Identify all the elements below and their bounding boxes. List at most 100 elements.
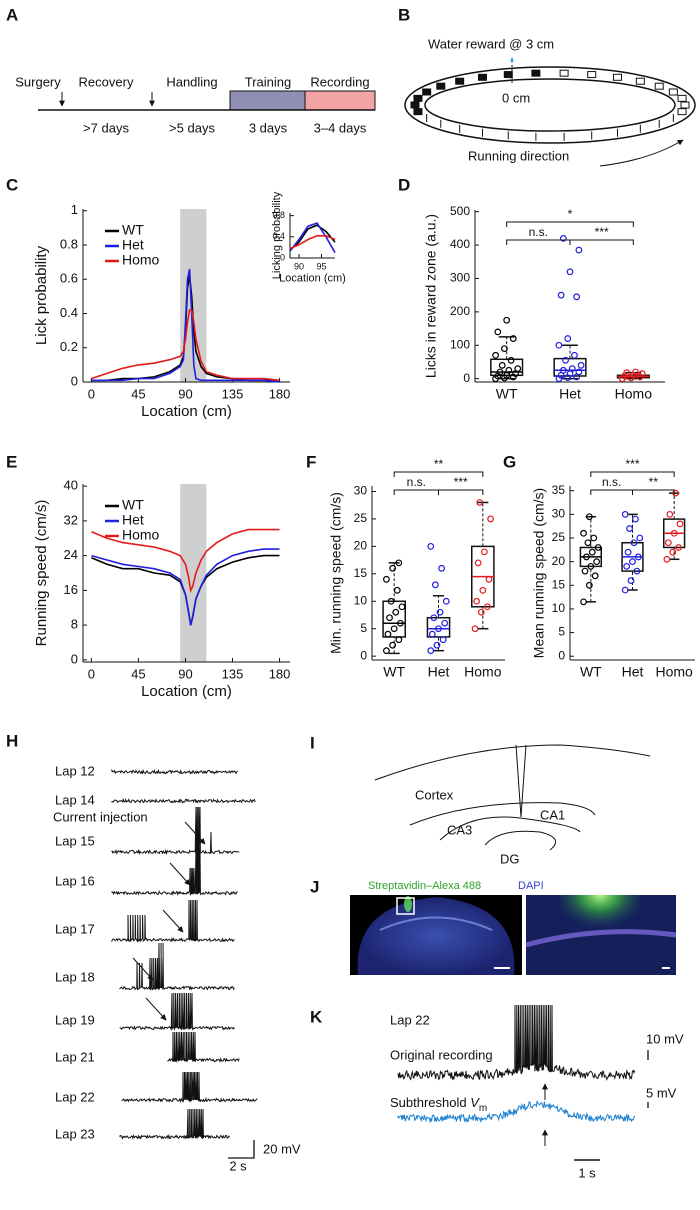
panel-label: A — [6, 5, 18, 24]
label-part: m — [479, 1103, 487, 1114]
series-line — [91, 548, 280, 626]
y-tick-label: 25 — [552, 530, 566, 544]
data-point — [441, 619, 449, 627]
track-cue — [413, 108, 423, 116]
y-axis-label: Running speed (cm/s) — [33, 500, 50, 647]
y-tick-label: 400 — [450, 237, 470, 251]
data-point — [670, 529, 678, 537]
panel-label: F — [306, 452, 316, 471]
lap-label: Lap 21 — [55, 1049, 95, 1064]
data-point — [568, 365, 576, 373]
region-label: CA3 — [447, 822, 472, 837]
y-tick-label: 5 — [558, 625, 565, 639]
data-point — [573, 293, 581, 301]
reward-zone — [180, 484, 207, 662]
data-point — [577, 361, 585, 369]
y-tick-label: 20 — [552, 554, 566, 568]
x-tick-label: 0 — [88, 386, 95, 401]
lap-label: Lap 12 — [55, 763, 95, 778]
data-point — [632, 515, 639, 523]
track-cue — [677, 108, 687, 116]
ca-outline — [409, 802, 596, 826]
direction-label: Running direction — [468, 148, 569, 163]
lap-label: Lap 18 — [55, 969, 95, 984]
data-point — [663, 555, 671, 563]
track-cue — [587, 71, 597, 79]
panel-label: H — [6, 731, 18, 750]
voltage-trace — [119, 992, 235, 1032]
significance-bracket — [590, 489, 633, 495]
data-point — [428, 630, 436, 638]
data-point — [630, 539, 638, 547]
data-point — [590, 534, 598, 542]
voltage-trace — [111, 847, 238, 897]
series-line — [289, 222, 336, 254]
y-tick-label: 0.8 — [60, 236, 78, 251]
data-point — [633, 567, 641, 575]
data-point — [564, 335, 572, 342]
legend-label: Homo — [122, 527, 160, 543]
track-cue — [668, 88, 678, 96]
series-line — [289, 224, 336, 251]
stage-label: Handling — [166, 74, 217, 89]
data-point — [386, 614, 393, 622]
track-cue — [413, 94, 423, 102]
scale-time: 2 s — [229, 1158, 247, 1173]
significance-label: ** — [649, 475, 659, 489]
data-point — [439, 636, 447, 644]
panel-label: I — [310, 733, 315, 752]
x-axis-label: Location (cm) — [279, 273, 346, 285]
voltage-trace — [121, 1071, 258, 1103]
water-drop — [510, 57, 514, 63]
data-point — [626, 525, 633, 532]
voltage-trace — [111, 768, 238, 775]
scale-bar — [228, 1140, 255, 1159]
data-point — [562, 356, 569, 364]
data-point — [555, 341, 563, 349]
label-glow — [560, 895, 640, 955]
y-tick-label: 0 — [71, 373, 78, 388]
track-outer — [404, 66, 696, 144]
series-line — [289, 235, 336, 250]
y-tick-label: 0 — [280, 252, 285, 262]
data-point — [431, 581, 439, 589]
scale-label: 10 mV — [646, 1031, 684, 1046]
y-tick-label: 10 — [354, 593, 368, 607]
label-part: V — [470, 1095, 480, 1110]
track-cue — [680, 101, 690, 109]
track-inner — [424, 78, 676, 132]
y-axis-label: Mean running speed (cm/s) — [531, 488, 547, 658]
data-point — [594, 544, 602, 551]
track-cue — [635, 77, 645, 85]
significance-label: n.s. — [602, 475, 621, 489]
data-point — [669, 548, 677, 556]
x-tick-label: WT — [383, 664, 405, 680]
data-point — [383, 647, 390, 655]
data-point — [384, 630, 392, 638]
y-tick-label: 30 — [552, 507, 566, 521]
y-tick-label: 35 — [552, 483, 566, 497]
data-point — [479, 586, 487, 594]
track-cue — [410, 101, 420, 109]
x-tick-label: 90 — [178, 666, 192, 681]
recording-block — [304, 90, 376, 111]
y-tick-label: 0 — [558, 648, 565, 662]
y-tick-label: 15 — [552, 577, 566, 591]
x-tick-label: 90 — [178, 386, 192, 401]
data-point — [666, 510, 674, 518]
y-tick-label: 5 — [360, 621, 367, 635]
data-point — [474, 559, 482, 567]
voltage-trace — [119, 942, 235, 991]
label-spot — [404, 896, 412, 912]
data-point — [393, 586, 401, 594]
y-tick-label: 0.4 — [272, 231, 285, 241]
data-point — [621, 586, 629, 594]
y-tick-label: 200 — [450, 304, 470, 318]
data-point — [487, 515, 494, 523]
dg-outline — [484, 830, 557, 851]
y-tick-label: 40 — [64, 478, 78, 493]
data-point — [623, 562, 631, 570]
injection-arrow — [145, 997, 167, 1021]
data-point — [587, 562, 595, 570]
